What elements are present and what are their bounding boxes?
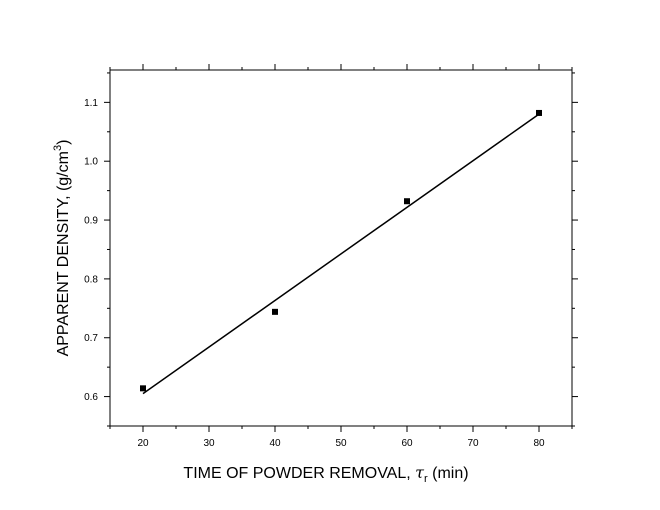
y-tick-label: 0.6 <box>84 392 98 403</box>
x-axis-title: TIME OF POWDER REMOVAL, τr (min) <box>183 463 468 485</box>
y-tick-label: 0.7 <box>84 333 98 344</box>
x-tick-label: 30 <box>203 438 215 449</box>
x-tick-label: 40 <box>269 438 281 449</box>
x-tick-label: 70 <box>467 438 479 449</box>
x-tick-label: 60 <box>401 438 413 449</box>
y-tick-label: 1.0 <box>84 157 98 168</box>
data-point <box>536 109 542 116</box>
data-point <box>404 198 410 205</box>
y-tick-label: 1.1 <box>84 98 98 109</box>
y-axis-title: APPARENT DENSITY, (g/cm3) <box>52 140 72 357</box>
x-tick-label: 20 <box>137 438 149 449</box>
plot-frame <box>109 69 573 427</box>
x-tick-labels: 20 30 40 50 60 70 80 <box>137 438 545 449</box>
data-points <box>140 109 542 392</box>
y-tick-label: 0.8 <box>84 274 98 285</box>
x-tick-label: 80 <box>533 438 545 449</box>
data-point <box>272 308 278 315</box>
axis-ticks <box>104 64 578 432</box>
data-point <box>140 385 146 392</box>
x-tick-label: 50 <box>335 438 347 449</box>
y-tick-label: 0.9 <box>84 216 98 227</box>
linear-fit-line <box>142 113 540 395</box>
y-tick-labels: 0.6 0.7 0.8 0.9 1.0 1.1 <box>84 98 98 403</box>
